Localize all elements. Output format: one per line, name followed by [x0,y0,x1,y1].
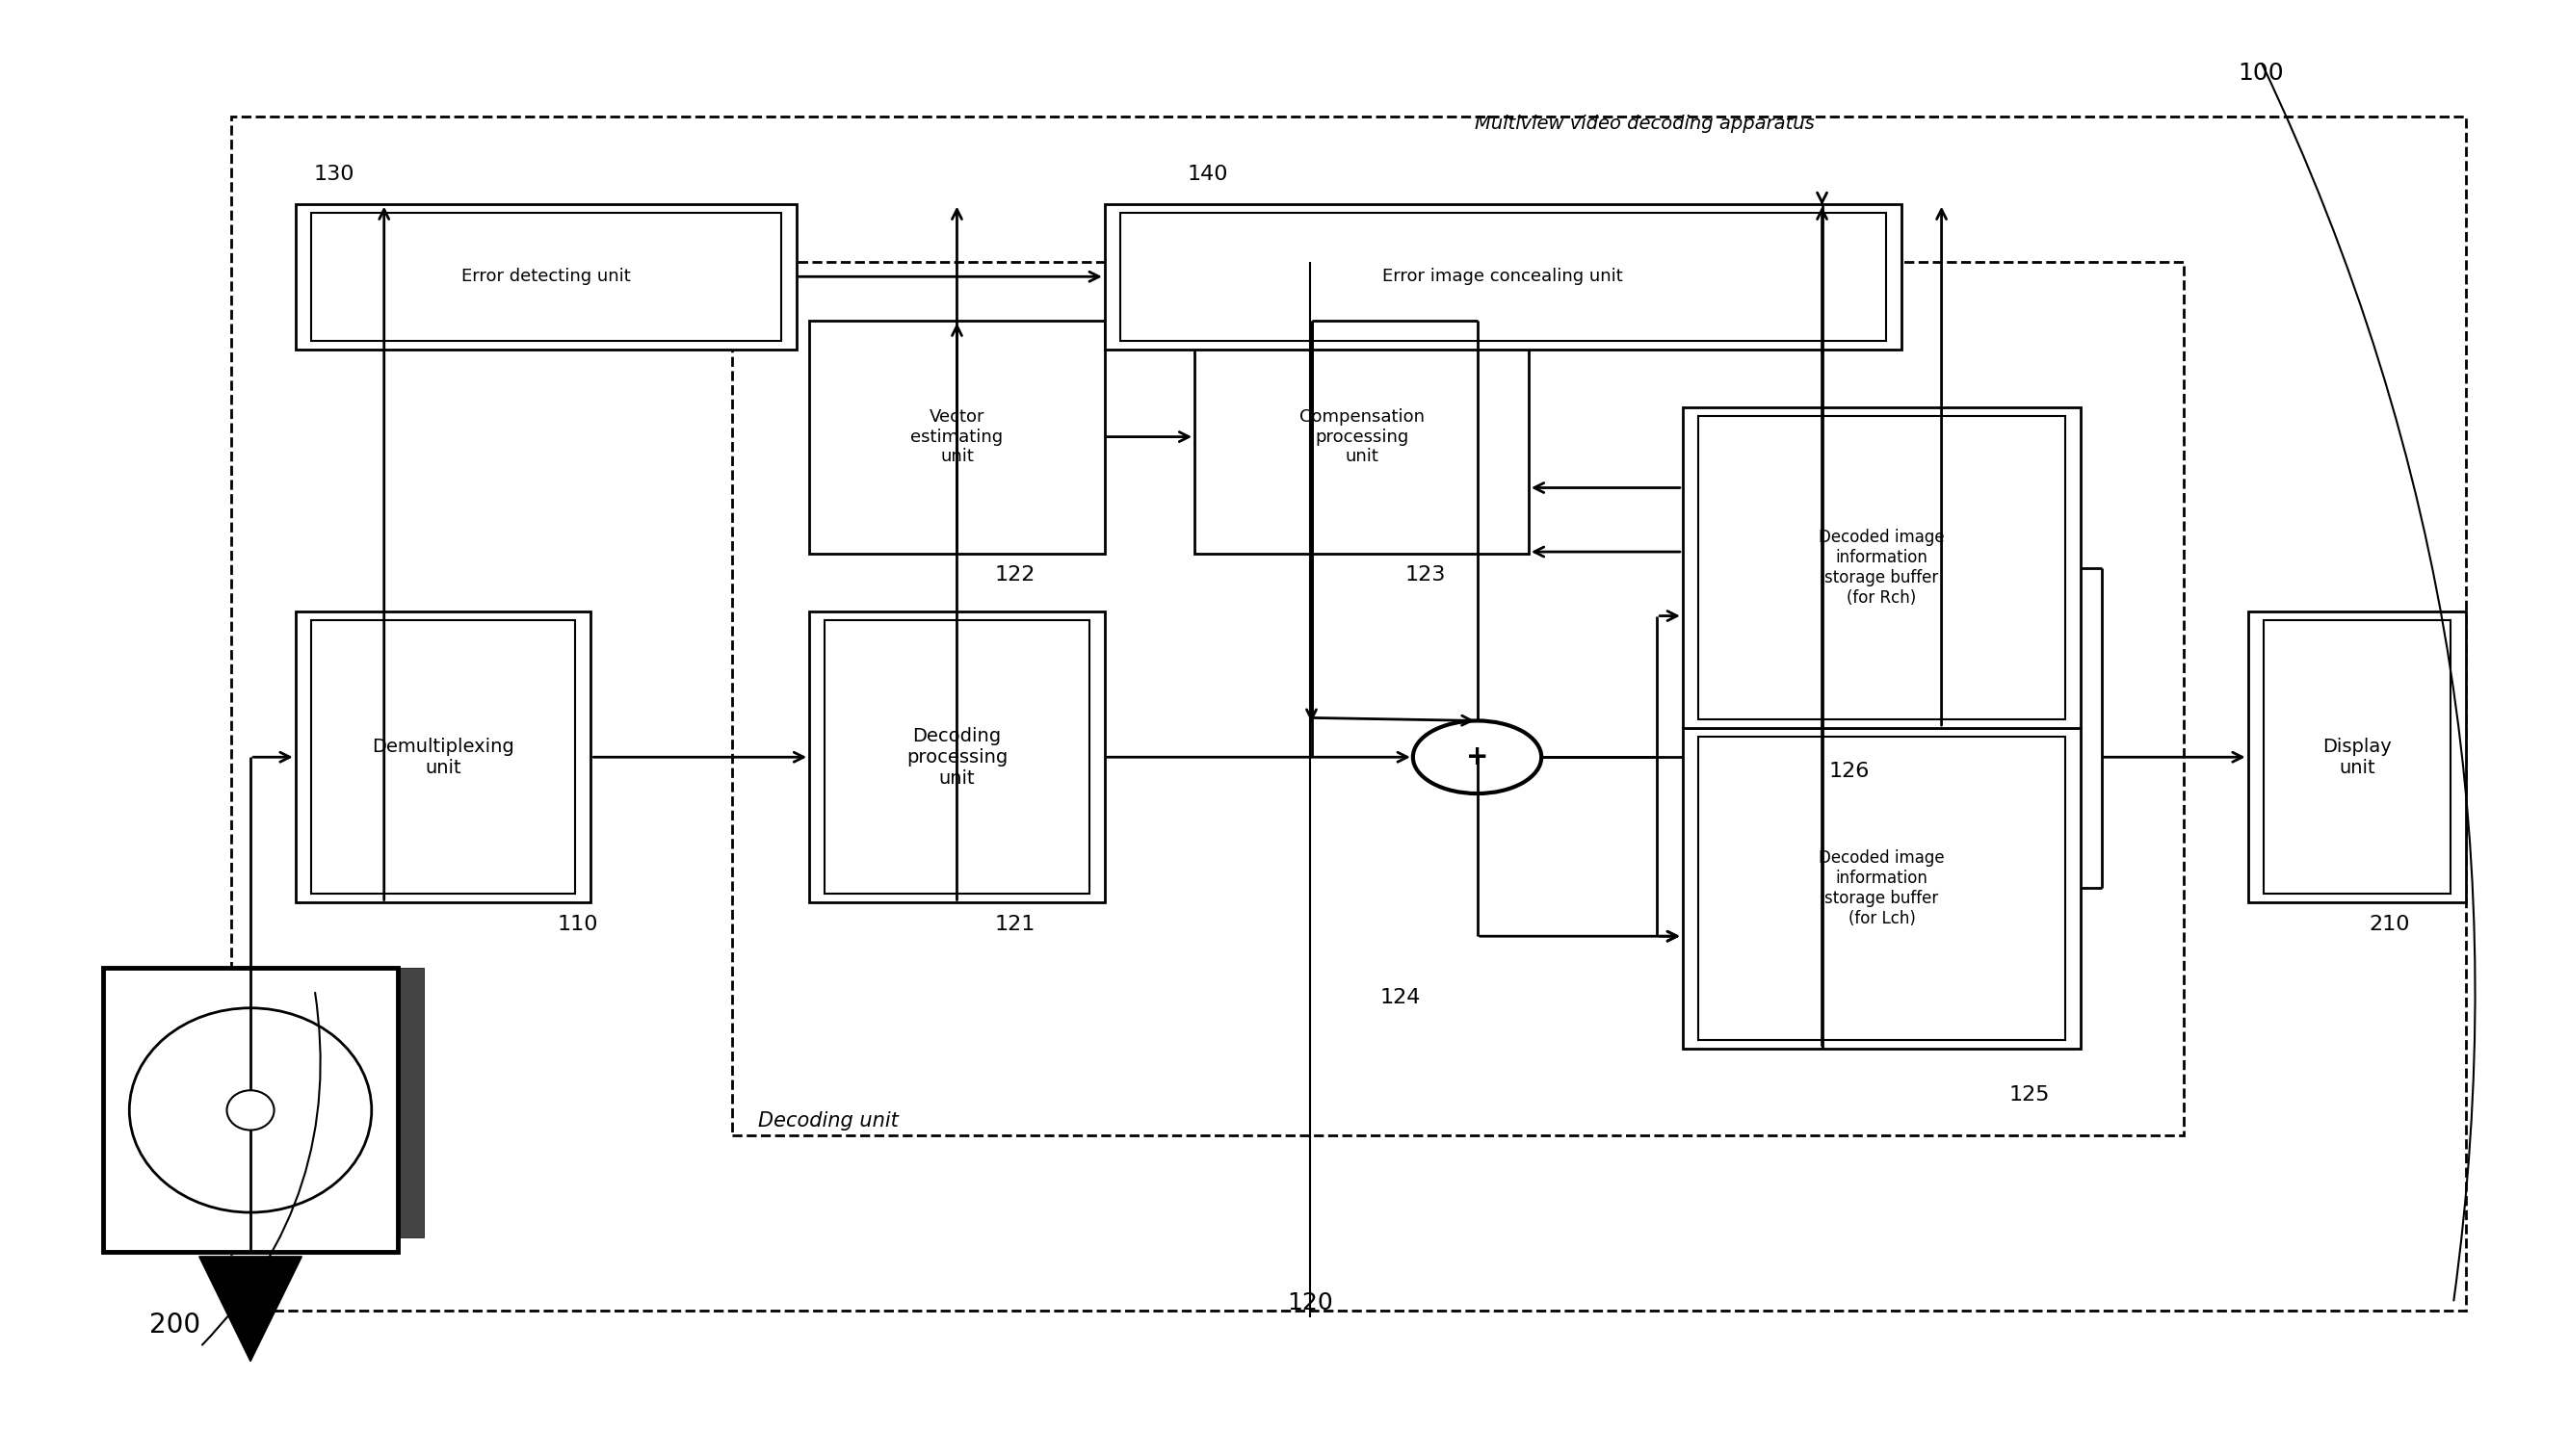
Text: 210: 210 [2369,914,2410,935]
Bar [1683,408,2081,728]
Bar [732,262,2184,1136]
Circle shape [1413,721,1541,794]
Ellipse shape [128,1008,373,1213]
Text: Decoding unit: Decoding unit [758,1111,899,1131]
Bar [825,620,1089,894]
Bar [103,968,398,1252]
Bar [1120,213,1886,341]
Text: Decoded image
information
storage buffer
(for Rch): Decoded image information storage buffer… [1819,529,1945,607]
Text: 122: 122 [994,565,1035,585]
Bar [1105,204,1901,349]
Bar [809,320,1105,553]
Bar [809,612,1105,903]
Text: 110: 110 [557,914,599,935]
Text: Compensation
processing
unit: Compensation processing unit [1300,408,1423,466]
Text: 121: 121 [994,914,1035,935]
Text: Error detecting unit: Error detecting unit [462,268,629,285]
Bar [1698,416,2065,719]
Ellipse shape [226,1091,275,1130]
Text: 126: 126 [1829,761,1870,782]
Text: Multiview video decoding apparatus: Multiview video decoding apparatus [1475,115,1814,132]
Text: 123: 123 [1405,565,1446,585]
Bar [1698,737,2065,1040]
Text: Decoding
processing
unit: Decoding processing unit [907,727,1007,788]
Text: 124: 124 [1380,987,1421,1008]
Bar [398,968,424,1238]
Text: Demultiplexing
unit: Demultiplexing unit [373,737,514,778]
Bar [295,612,591,903]
Text: 130: 130 [313,165,355,185]
Bar [311,620,575,894]
Bar [2263,620,2451,894]
Text: 100: 100 [2238,61,2284,84]
Text: Display
unit: Display unit [2322,737,2392,778]
Text: 200: 200 [149,1312,200,1338]
Text: +: + [1467,744,1487,770]
Bar [295,204,796,349]
Bar [2248,612,2466,903]
Text: Decoded image
information
storage buffer
(for Lch): Decoded image information storage buffer… [1819,849,1945,927]
Polygon shape [200,1257,303,1361]
Bar [311,213,781,341]
Text: Error image concealing unit: Error image concealing unit [1382,268,1624,285]
Bar [231,116,2466,1310]
Bar [1683,728,2081,1048]
Text: 120: 120 [1287,1291,1333,1315]
Text: 140: 140 [1187,165,1228,185]
Bar [1195,320,1529,553]
Text: 125: 125 [2009,1085,2050,1105]
Text: Vector
estimating
unit: Vector estimating unit [909,408,1004,466]
